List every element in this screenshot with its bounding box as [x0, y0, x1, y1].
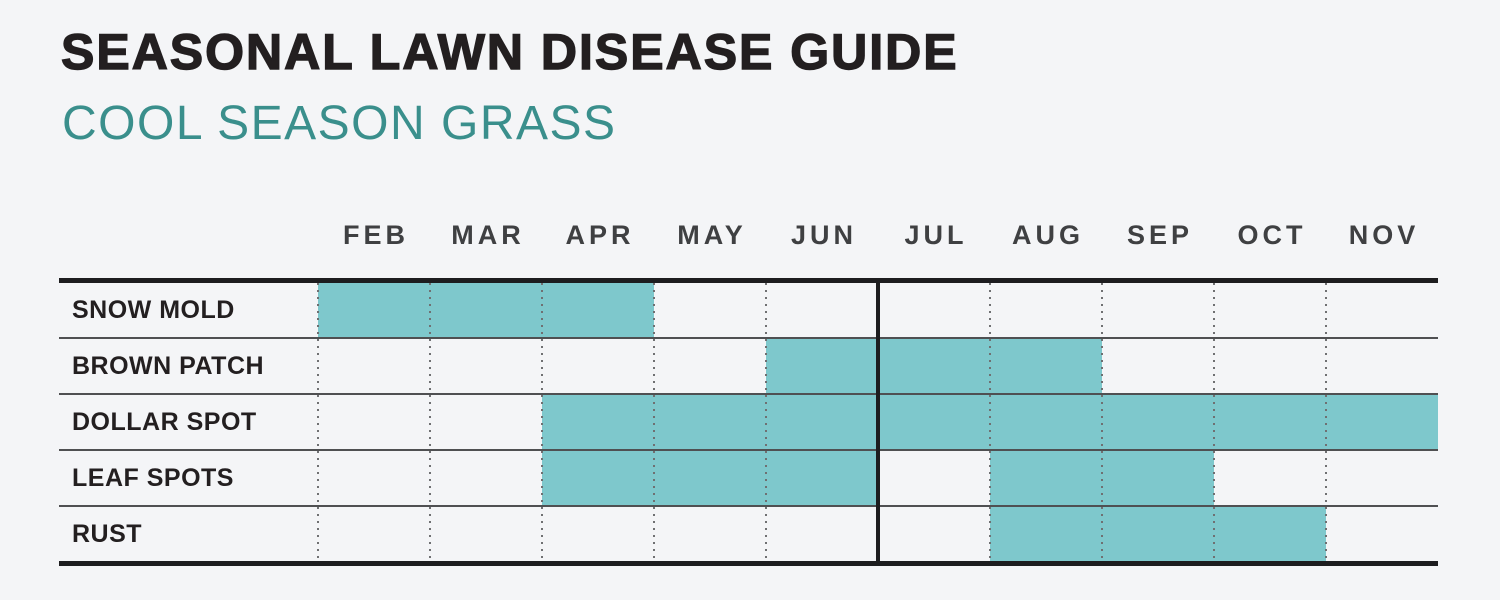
- disease-row-label: SNOW MOLD: [72, 295, 235, 324]
- month-label: AUG: [1012, 220, 1084, 250]
- table-row: LEAF SPOTS: [59, 451, 1438, 507]
- disease-period-bar: [990, 451, 1214, 505]
- disease-period-bar: [542, 451, 878, 505]
- month-label: SEP: [1126, 220, 1194, 250]
- month-label: JUL: [904, 220, 968, 250]
- month-label: MAR: [451, 220, 525, 250]
- disease-period-bar: [990, 507, 1326, 561]
- disease-row-label: BROWN PATCH: [72, 351, 265, 380]
- month-header-row: FEB MAR APR MAY JUN JUL AUG SEP OCT NOV: [318, 212, 1438, 254]
- disease-row-track: [318, 507, 1438, 561]
- disease-row-track: [318, 339, 1438, 393]
- table-row: DOLLAR SPOT: [59, 395, 1438, 451]
- month-label: FEB: [343, 220, 409, 250]
- disease-row-track: [318, 283, 1438, 337]
- disease-row-label: DOLLAR SPOT: [72, 407, 257, 436]
- table-row: RUST: [59, 507, 1438, 561]
- month-label: MAY: [677, 220, 747, 250]
- disease-period-bar: [318, 283, 654, 337]
- disease-row-label: RUST: [72, 519, 143, 548]
- table-row: BROWN PATCH: [59, 339, 1438, 395]
- disease-row-track: [318, 451, 1438, 505]
- table-row: SNOW MOLD: [59, 283, 1438, 339]
- month-label: JUN: [790, 220, 857, 250]
- month-label: NOV: [1348, 220, 1420, 250]
- month-label: APR: [565, 220, 635, 250]
- page-title: SEASONAL LAWN DISEASE GUIDE: [60, 24, 959, 80]
- chart-rows: SNOW MOLD BROWN PATCH DOLLAR SPOT LEAF S…: [59, 283, 1438, 561]
- disease-timeline-chart: SNOW MOLD BROWN PATCH DOLLAR SPOT LEAF S…: [59, 278, 1438, 566]
- disease-row-track: [318, 395, 1438, 449]
- month-label: OCT: [1237, 220, 1307, 250]
- disease-period-bar: [766, 339, 1102, 393]
- page-subtitle: COOL SEASON GRASS: [62, 97, 617, 150]
- disease-period-bar: [542, 395, 1438, 449]
- disease-row-label: LEAF SPOTS: [72, 463, 234, 492]
